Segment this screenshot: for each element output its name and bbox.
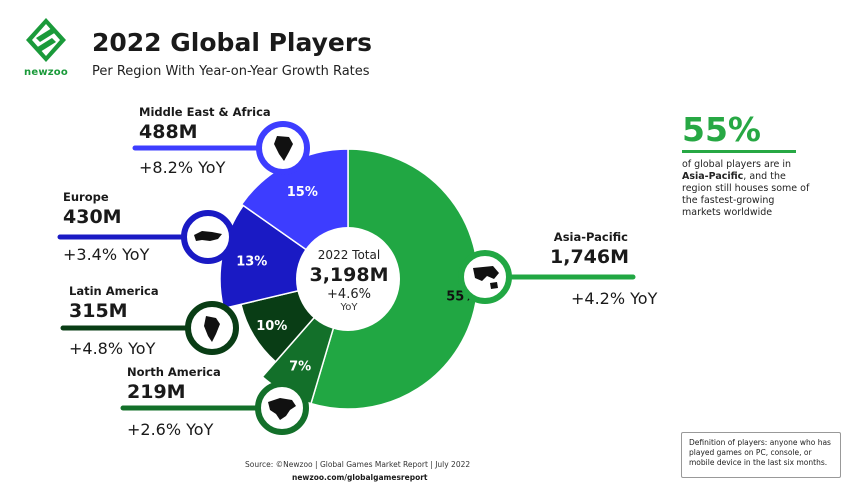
callout-text: of global players are in Asia-Pacific, a…: [682, 159, 812, 219]
africa-map-icon: [256, 121, 310, 175]
chart-center-label: 2022 Total 3,198M +4.6% YoY: [289, 248, 409, 313]
region-value: 219M: [127, 381, 186, 403]
callout-text-post: , and the region still houses some of th…: [682, 171, 810, 218]
callout-percentage: 55%: [682, 110, 761, 149]
slice-percent-label: 7%: [289, 360, 311, 375]
center-growth-unit: YoY: [340, 302, 358, 313]
europe-map-icon: [181, 210, 235, 264]
source-url: newzoo.com/globalgamesreport: [292, 473, 428, 482]
slice-percent-label: 15%: [287, 185, 318, 200]
region-name: Europe: [63, 190, 109, 204]
region-value: 1,746M: [550, 246, 630, 268]
page-title: 2022 Global Players: [92, 28, 373, 57]
region-label-north-america: North America 219M: [127, 365, 221, 403]
logo-wordmark: newzoo: [24, 67, 68, 78]
page-subtitle: Per Region With Year-on-Year Growth Rate…: [92, 64, 370, 79]
newzoo-logo-mark: [26, 18, 66, 62]
region-label-middle-east-africa: Middle East & Africa 488M: [139, 105, 271, 143]
region-value: 430M: [63, 206, 122, 228]
region-yoy-latin-america: +4.8% YoY: [69, 339, 156, 358]
donut-hole: [296, 227, 400, 331]
region-name: North America: [127, 365, 221, 379]
region-yoy-north-america: +2.6% YoY: [127, 420, 214, 439]
callout-text-bold: Asia-Pacific: [682, 171, 744, 182]
region-yoy-middle-east-africa: +8.2% YoY: [139, 158, 226, 177]
asia-pacific-map-icon: [458, 250, 512, 304]
slice-percent-label: 10%: [256, 319, 287, 334]
region-label-europe: Europe 430M: [63, 190, 122, 228]
region-yoy-asia-pacific: +4.2% YoY: [571, 289, 658, 308]
callout-text-pre: of global players are in: [682, 159, 792, 170]
center-total: 3,198M: [309, 264, 389, 286]
slice-percent-label: 13%: [236, 255, 267, 270]
definition-box: Definition of players: anyone who has pl…: [681, 432, 841, 478]
region-value: 488M: [139, 121, 198, 143]
region-name: Asia-Pacific: [553, 230, 628, 244]
region-name: Middle East & Africa: [139, 105, 271, 119]
region-label-latin-america: Latin America 315M: [69, 284, 159, 322]
callout-rule: [682, 150, 796, 153]
newzoo-logo: newzoo: [22, 16, 70, 82]
region-value: 315M: [69, 300, 128, 322]
latin-america-map-icon: [185, 301, 239, 355]
center-title: 2022 Total: [317, 248, 381, 262]
region-yoy-europe: +3.4% YoY: [63, 245, 150, 264]
north-america-map-icon: [255, 381, 309, 435]
center-growth: +4.6%: [327, 287, 371, 302]
region-label-asia-pacific: Asia-Pacific 1,746M: [550, 230, 630, 268]
source-citation: Source: ©Newzoo | Global Games Market Re…: [245, 460, 471, 469]
region-name: Latin America: [69, 284, 159, 298]
